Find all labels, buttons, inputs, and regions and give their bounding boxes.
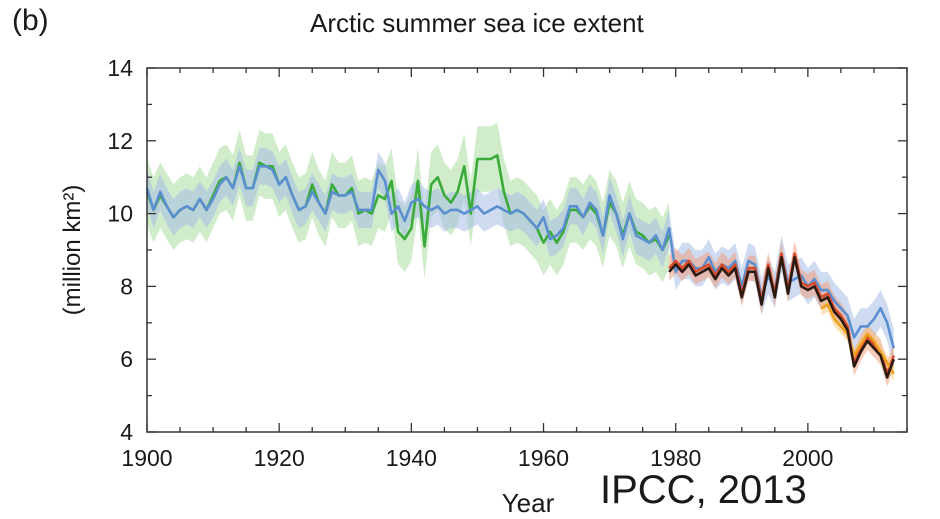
- series-2-line: [668, 252, 896, 376]
- x-tick-label: 2000: [782, 445, 833, 471]
- y-tick-label: 4: [120, 419, 133, 445]
- series-3-line: [820, 303, 895, 375]
- series-lines: [145, 154, 896, 379]
- series-2-band: [669, 240, 894, 387]
- panel-label: (b): [12, 4, 49, 37]
- series-1-band: [147, 148, 894, 367]
- series-4-line: [668, 255, 896, 379]
- source-credit: IPCC, 2013: [600, 468, 807, 512]
- y-tick-label: 12: [107, 128, 133, 154]
- x-axis-ticks: 1900 1920 1940 1960 1980 2000: [121, 68, 908, 471]
- y-tick-label: 10: [107, 201, 133, 227]
- x-tick-label: 1960: [518, 445, 569, 471]
- y-axis-ticks: 4 6 8 10 12 14: [107, 55, 907, 445]
- x-tick-label: 1980: [650, 445, 701, 471]
- y-tick-label: 6: [120, 346, 133, 372]
- x-tick-label: 1920: [254, 445, 305, 471]
- chart-title: Arctic summer sea ice extent: [310, 8, 644, 38]
- y-axis-label: (million km²): [59, 185, 86, 316]
- x-axis-label: Year: [502, 488, 555, 518]
- y-tick-label: 8: [120, 273, 133, 299]
- x-tick-label: 1900: [121, 445, 172, 471]
- y-tick-label: 14: [107, 55, 133, 81]
- x-tick-label: 1940: [386, 445, 437, 471]
